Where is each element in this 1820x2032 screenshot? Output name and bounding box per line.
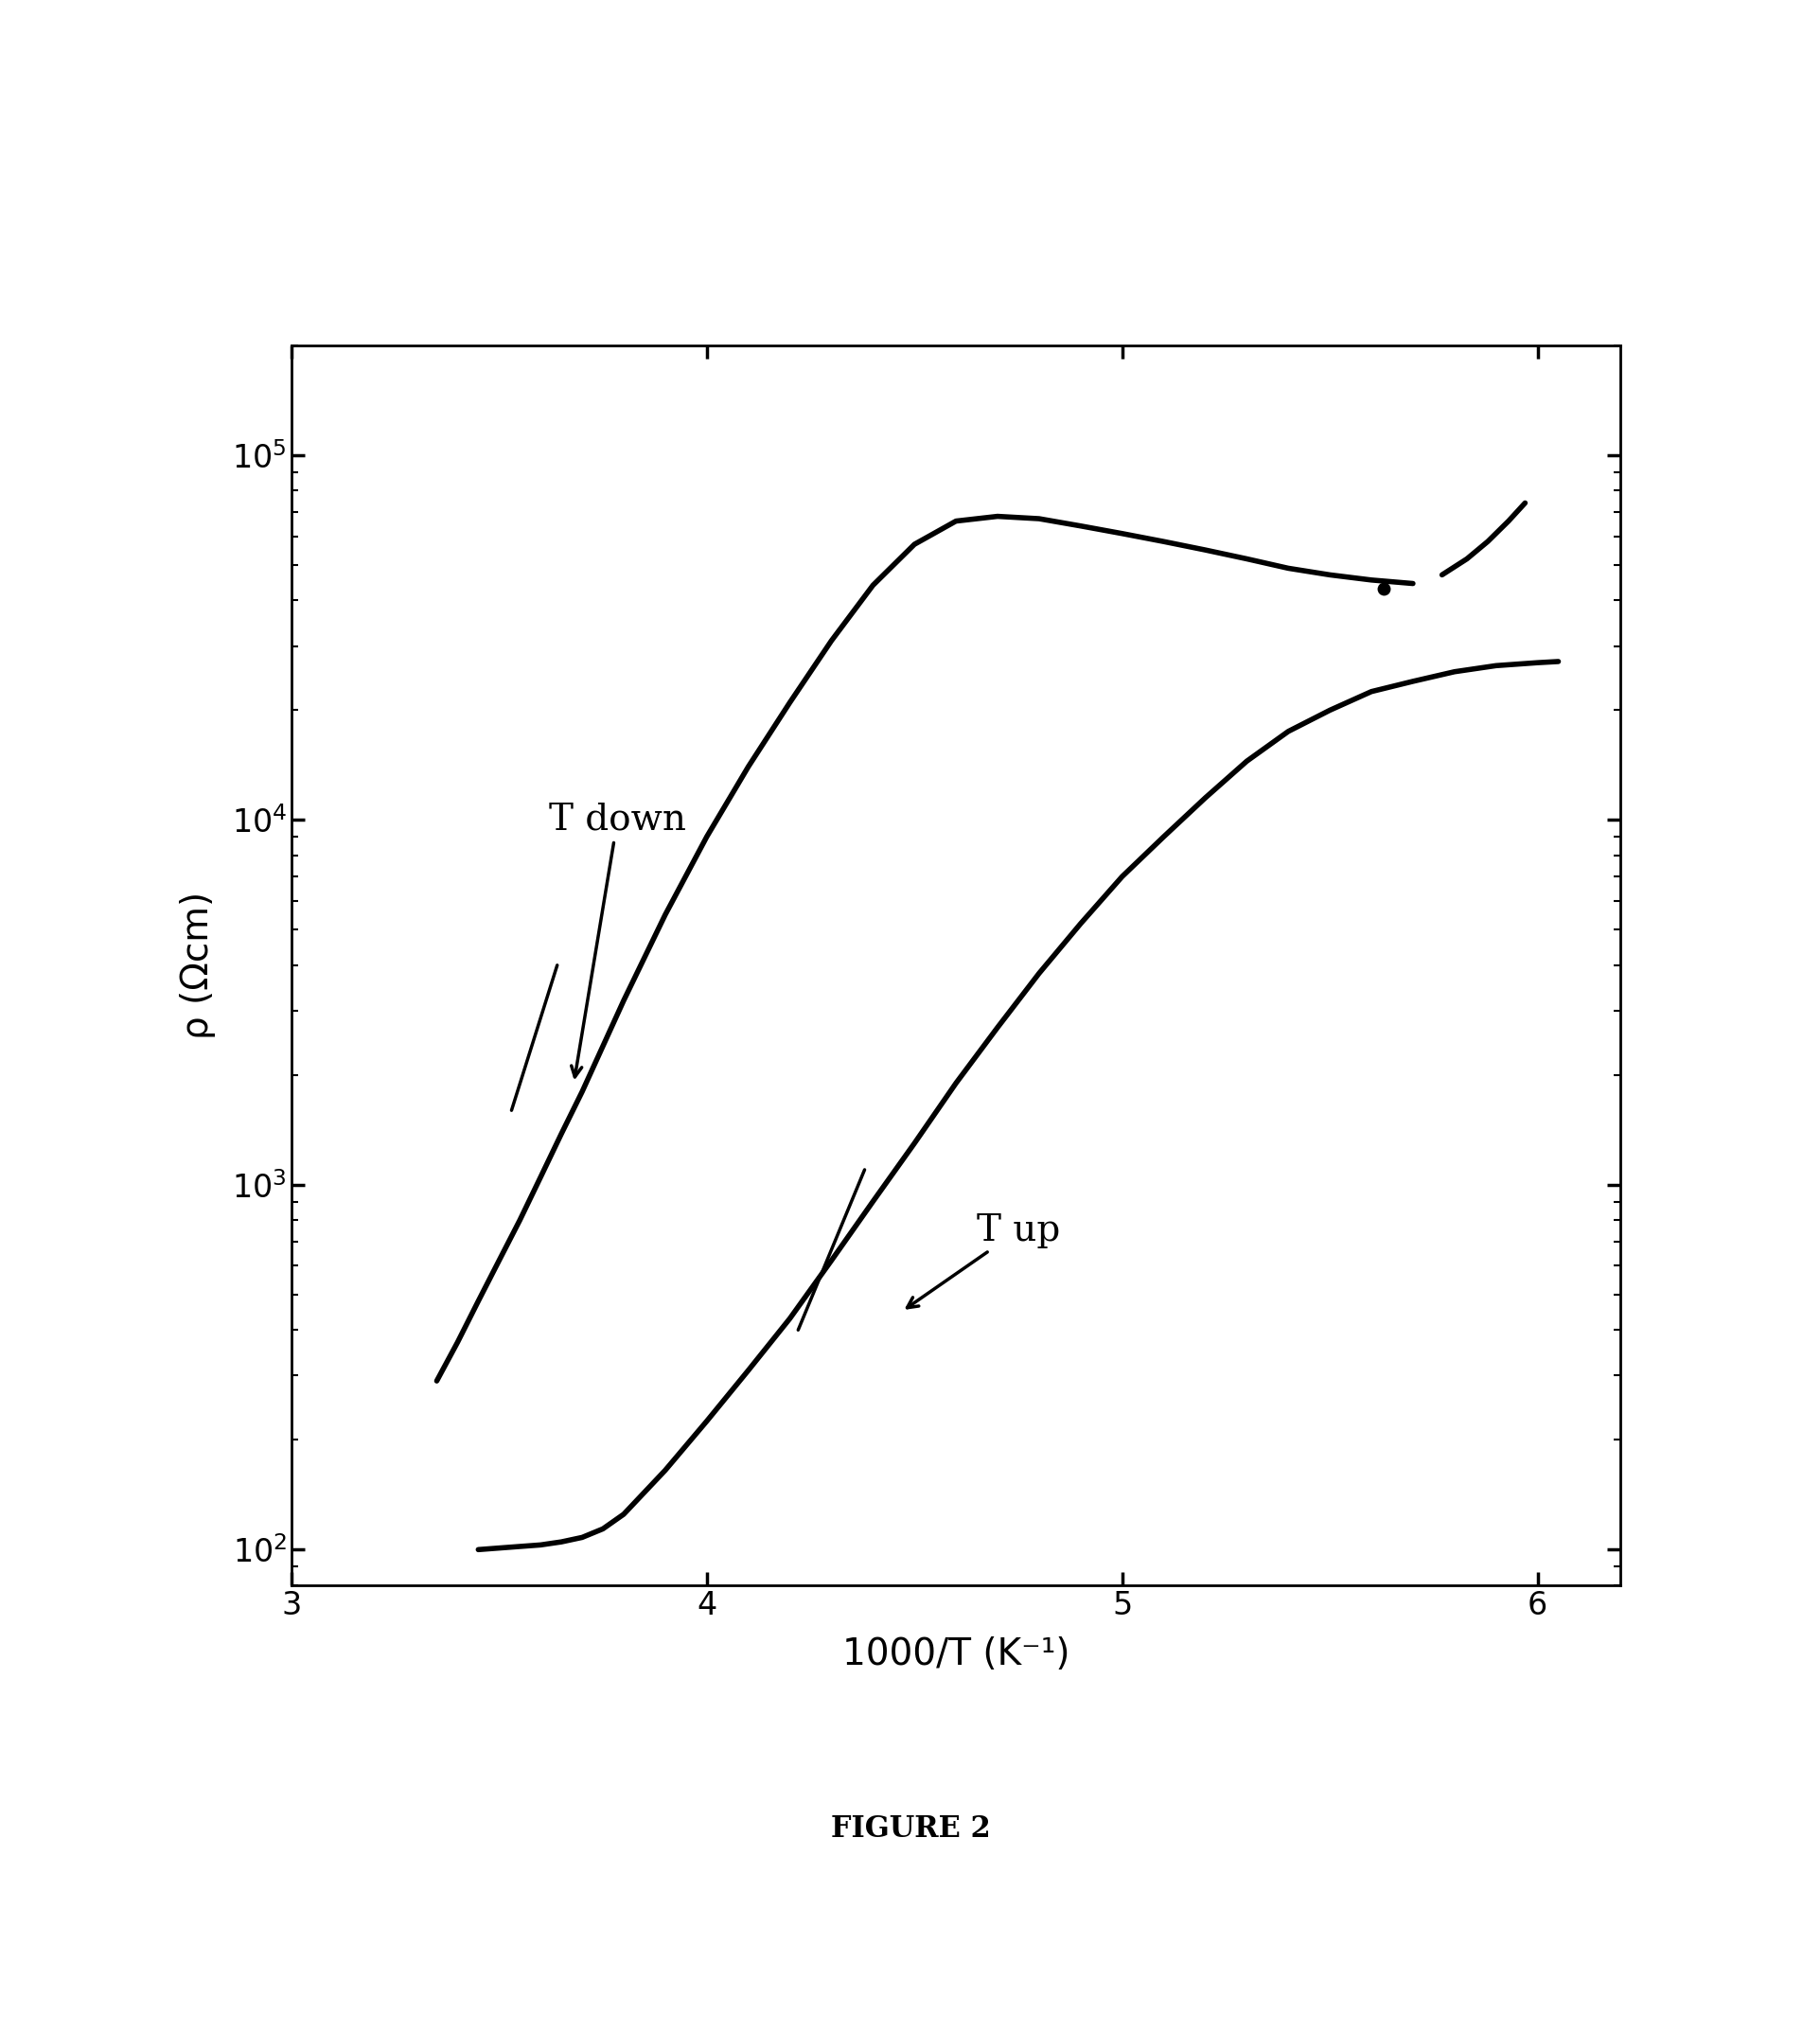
Text: T up: T up xyxy=(906,1213,1059,1309)
Text: FIGURE 2: FIGURE 2 xyxy=(830,1815,990,1843)
Y-axis label: ρ (Ωcm): ρ (Ωcm) xyxy=(180,892,215,1038)
Text: T down: T down xyxy=(548,803,686,1077)
X-axis label: 1000/T (K⁻¹): 1000/T (K⁻¹) xyxy=(841,1636,1070,1672)
